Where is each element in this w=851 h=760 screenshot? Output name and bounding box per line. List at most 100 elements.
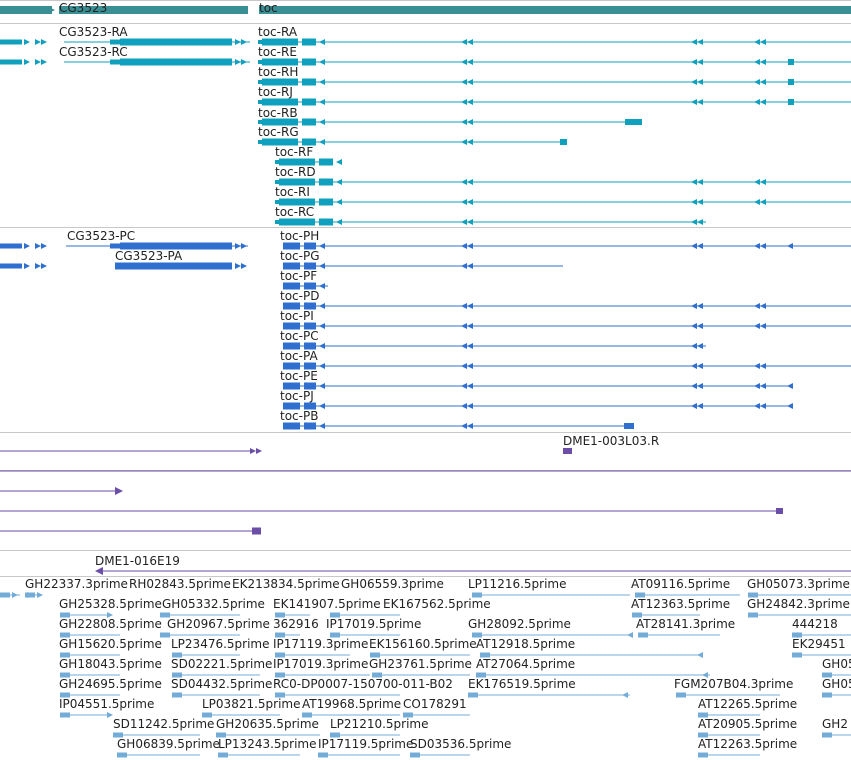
- transcript-label[interactable]: toc-RF: [275, 145, 314, 159]
- exon-block: [788, 59, 794, 65]
- exon-block: [302, 138, 316, 146]
- protein-label[interactable]: toc-PD: [280, 289, 320, 303]
- protein-label[interactable]: toc-PI: [280, 309, 314, 323]
- exon-block: [304, 322, 316, 330]
- transcript-label[interactable]: toc-RI: [275, 185, 310, 199]
- clone-label[interactable]: LP21210.5prime: [330, 717, 429, 731]
- clone-label[interactable]: AT19968.5prime: [302, 697, 402, 711]
- transcript-label[interactable]: toc-RH: [258, 65, 299, 79]
- protein-label[interactable]: toc-PF: [280, 269, 318, 283]
- protein-label[interactable]: toc-PH: [280, 229, 320, 243]
- protein-label[interactable]: toc-PJ: [280, 389, 314, 403]
- clone-label[interactable]: EK29451: [792, 637, 846, 651]
- gene-bar: [59, 6, 248, 14]
- transcript-label[interactable]: CG3523-RC: [59, 45, 128, 59]
- clone-block: [0, 592, 10, 598]
- clone-label[interactable]: GH05: [822, 657, 851, 671]
- clone-label[interactable]: GH05332.5prime: [162, 597, 265, 611]
- est-label[interactable]: DME1-016E19: [95, 554, 180, 568]
- clone-label[interactable]: RC0-DP0007-150700-011-B02: [273, 677, 453, 691]
- protein-label[interactable]: toc-PG: [280, 249, 320, 263]
- clone-label[interactable]: EK167562.5prime: [383, 597, 491, 611]
- clone-label[interactable]: GH25328.5prime: [59, 597, 162, 611]
- protein-label[interactable]: toc-PA: [280, 349, 318, 363]
- clone-label[interactable]: GH20967.5prime: [167, 617, 270, 631]
- clone-label[interactable]: SD11242.5prime: [113, 717, 215, 731]
- chevron-arrow-icon: [115, 487, 123, 495]
- chevron-arrow-icon: [760, 59, 766, 65]
- chevron-arrow-icon: [107, 612, 113, 618]
- clone-label[interactable]: AT12363.5prime: [631, 597, 731, 611]
- chevron-arrow-icon: [461, 79, 467, 85]
- transcript-label[interactable]: toc-RD: [275, 165, 316, 179]
- clone-label[interactable]: GH22337.3prime: [25, 577, 128, 591]
- clone-label[interactable]: GH18043.5prime: [59, 657, 162, 671]
- chevron-arrow-icon: [702, 672, 708, 678]
- gene-label[interactable]: CG3523: [59, 1, 108, 15]
- clone-label[interactable]: GH06559.3prime: [341, 577, 444, 591]
- clone-label[interactable]: GH24695.5prime: [59, 677, 162, 691]
- clone-label[interactable]: IP17019.5prime: [326, 617, 422, 631]
- clone-label[interactable]: GH15620.5prime: [59, 637, 162, 651]
- clone-label[interactable]: AT12263.5prime: [698, 737, 798, 751]
- clone-label[interactable]: GH22808.5prime: [59, 617, 162, 631]
- gene-label[interactable]: toc: [259, 1, 278, 15]
- clone-label[interactable]: IP17019.3prime: [273, 657, 369, 671]
- clone-label[interactable]: SD04432.5prime: [171, 677, 273, 691]
- clone-label[interactable]: GH28092.5prime: [468, 617, 571, 631]
- clone-label[interactable]: 362916: [273, 617, 319, 631]
- transcript-label[interactable]: toc-RA: [258, 25, 298, 39]
- clone-label[interactable]: GH05: [822, 677, 851, 691]
- chevron-arrow-icon: [691, 363, 697, 369]
- clone-label[interactable]: EK141907.5prime: [273, 597, 381, 611]
- clone-label[interactable]: IP17119.5prime: [318, 737, 414, 751]
- transcript-label[interactable]: toc-RG: [258, 125, 299, 139]
- exon-block: [302, 58, 316, 66]
- transcript-label[interactable]: toc-RC: [275, 205, 315, 219]
- track-separator: [0, 432, 851, 433]
- clone-label[interactable]: GH06839.5prime: [117, 737, 220, 751]
- clone-label[interactable]: RH02843.5prime: [129, 577, 231, 591]
- clone-label[interactable]: EK156160.5prime: [369, 637, 477, 651]
- clone-label[interactable]: IP04551.5prime: [59, 697, 155, 711]
- clone-block: [275, 672, 285, 678]
- protein-label[interactable]: CG3523-PC: [67, 229, 136, 243]
- transcript-label[interactable]: toc-RE: [258, 45, 297, 59]
- clone-label[interactable]: LP13243.5prime: [218, 737, 317, 751]
- clone-label[interactable]: AT09116.5prime: [631, 577, 731, 591]
- clone-label[interactable]: SD03536.5prime: [410, 737, 512, 751]
- clone-label[interactable]: AT12918.5prime: [476, 637, 576, 651]
- clone-label[interactable]: GH24842.3prime: [747, 597, 850, 611]
- protein-label[interactable]: CG3523-PA: [115, 249, 183, 263]
- transcript-label[interactable]: CG3523-RA: [59, 25, 128, 39]
- clone-label[interactable]: AT27064.5prime: [476, 657, 576, 671]
- transcript-label[interactable]: toc-RJ: [258, 85, 293, 99]
- clone-label[interactable]: GH20635.5prime: [216, 717, 319, 731]
- protein-label[interactable]: toc-PB: [280, 409, 319, 423]
- transcript-label[interactable]: toc-RB: [258, 106, 298, 120]
- protein-label[interactable]: toc-PC: [280, 329, 319, 343]
- clone-block: [275, 692, 285, 698]
- clone-label[interactable]: EK176519.5prime: [468, 677, 576, 691]
- clone-label[interactable]: IP17119.3prime: [273, 637, 369, 651]
- clone-label[interactable]: LP03821.5prime: [202, 697, 301, 711]
- clone-label[interactable]: 444218: [792, 617, 838, 631]
- est-label[interactable]: DME1-003L03.R: [563, 434, 660, 448]
- clone-label[interactable]: AT28141.3prime: [636, 617, 736, 631]
- chevron-arrow-icon: [754, 323, 760, 329]
- clone-block: [635, 592, 645, 598]
- clone-label[interactable]: SD02221.5prime: [171, 657, 273, 671]
- exon-block: [0, 59, 22, 65]
- clone-label[interactable]: GH05073.3prime: [747, 577, 850, 591]
- protein-label[interactable]: toc-PE: [280, 369, 318, 383]
- clone-label[interactable]: GH23761.5prime: [369, 657, 472, 671]
- clone-label[interactable]: LP23476.5prime: [171, 637, 270, 651]
- clone-label[interactable]: CO178291: [403, 697, 467, 711]
- clone-label[interactable]: AT20905.5prime: [698, 717, 798, 731]
- clone-label[interactable]: GH2: [822, 717, 848, 731]
- clone-label[interactable]: EK213834.5prime: [232, 577, 340, 591]
- chevron-arrow-icon: [754, 99, 760, 105]
- clone-label[interactable]: LP11216.5prime: [468, 577, 567, 591]
- clone-label[interactable]: FGM207B04.3prime: [674, 677, 794, 691]
- clone-label[interactable]: AT12265.5prime: [698, 697, 798, 711]
